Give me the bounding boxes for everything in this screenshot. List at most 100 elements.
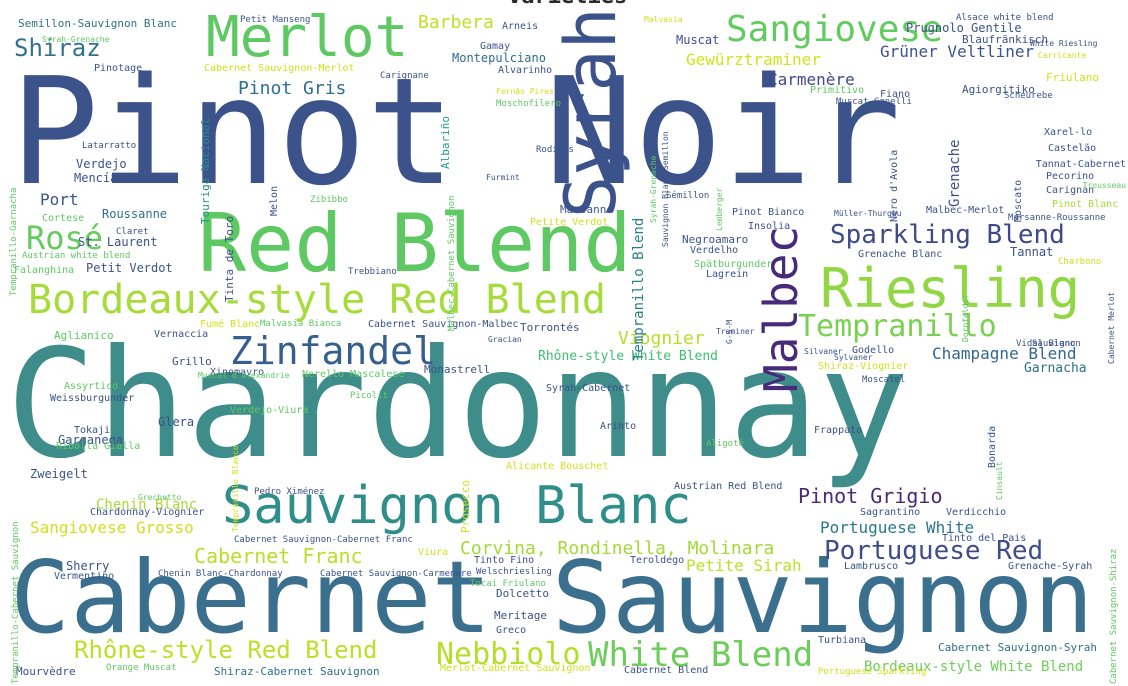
cloud-word: Grillo <box>172 355 212 368</box>
cloud-word: Malbec-Cabernet Sauvignon <box>447 195 457 331</box>
cloud-word: Barbera <box>418 12 494 33</box>
cloud-word: Carignan <box>1046 185 1095 196</box>
cloud-word: Garganega <box>58 433 124 447</box>
cloud-word: Turbiana <box>818 635 867 646</box>
cloud-word: Cortese <box>42 213 85 224</box>
cloud-word: Sagrantino <box>860 507 921 518</box>
cloud-word: Austrian Red Blend <box>674 481 783 492</box>
cloud-word: Fernão Pires <box>496 87 554 96</box>
cloud-word: Pinotage <box>94 63 143 74</box>
cloud-word: Furmint <box>486 173 520 182</box>
cloud-word: Zinfandel <box>230 329 436 373</box>
cloud-word: Blaufränkisch <box>962 33 1049 46</box>
cloud-word: Negroamaro <box>682 233 749 246</box>
cloud-word: Nerello Mascalese <box>302 369 405 380</box>
cloud-word: Alsace white blend <box>956 13 1054 23</box>
cloud-word: Alicante Bouschet <box>506 461 609 472</box>
cloud-word: Cabernet Sauvignon-Merlot <box>204 63 355 74</box>
cloud-word: Carmenère <box>768 70 855 89</box>
cloud-word: Sauvignon Blanc-Semillon <box>661 131 670 248</box>
cloud-word: Red Blend <box>198 197 632 290</box>
cloud-word: Verdejo-Viura <box>230 405 309 416</box>
cloud-word: Silvaner <box>804 347 843 356</box>
cloud-word: Trebbiano <box>348 267 397 277</box>
cloud-word: Nebbiolo <box>436 637 581 672</box>
cloud-word: Touriga Nacional <box>199 117 212 224</box>
cloud-word: Arneis <box>502 21 539 32</box>
cloud-word: Teroldego <box>630 555 685 566</box>
cloud-word: Falanghina <box>14 265 75 276</box>
cloud-word: Merlot <box>206 5 409 70</box>
cloud-word: Glera <box>158 415 195 429</box>
cloud-word: Traminer <box>716 327 755 336</box>
cloud-word: Chardonnay-Viognier <box>90 507 205 518</box>
cloud-word: Meritage <box>494 609 547 622</box>
cloud-word: Tinto Fino <box>474 555 535 566</box>
cloud-word: Prugnolo Gentile <box>906 21 1022 35</box>
cloud-word: Weissburgunder <box>50 393 135 404</box>
cloud-word: Shiraz-Cabernet Sauvignon <box>214 665 380 678</box>
cloud-word: Godello <box>852 345 895 356</box>
cloud-word: Tinta de Toro <box>223 215 236 302</box>
cloud-word: Syrah-Grenache <box>649 155 658 224</box>
cloud-word: Tokaji <box>74 425 111 436</box>
cloud-word: Syrah-Grenache <box>42 35 110 44</box>
cloud-word: Portuguese Sparkling <box>818 667 927 677</box>
cloud-word: Fiano <box>880 89 911 100</box>
cloud-word: Tannat-Cabernet <box>1035 159 1126 170</box>
cloud-word: Sangiovese Grosso <box>30 518 194 537</box>
cloud-word: Insolia <box>748 221 791 232</box>
cloud-word: Vermentino <box>54 571 115 582</box>
cloud-word: Garnacha <box>1024 361 1087 376</box>
cloud-word: Claret <box>116 227 149 237</box>
cloud-word: Chenin Blanc <box>96 497 198 513</box>
cloud-word: Alvarinho <box>498 65 553 76</box>
cloud-word: Malbec-Merlot <box>926 205 1005 216</box>
cloud-word: Cabernet Blend <box>624 665 709 676</box>
cloud-word: Orange Muscat <box>106 663 177 673</box>
cloud-word: Mencía <box>74 171 118 185</box>
cloud-word: Agiorgitiko <box>962 83 1035 96</box>
cloud-word: Grenache <box>947 139 963 208</box>
cloud-word: Shiraz-Viognier <box>818 361 909 372</box>
cloud-word: Rhône-style White Blend <box>538 349 719 364</box>
cloud-word: Scheurebe <box>1004 91 1053 101</box>
cloud-word: Müller-Thurgau <box>834 209 902 218</box>
cloud-word: White Blend <box>588 635 814 675</box>
cloud-word: Castelão <box>1048 143 1097 154</box>
cloud-word: Portuguese Red <box>824 536 1044 566</box>
cloud-word: Syrah-Cabernet <box>546 383 631 394</box>
cloud-word: Ribolla Gialla <box>56 441 141 452</box>
cloud-word: Sémillon <box>666 191 710 201</box>
cloud-word: Grenache Blanc <box>858 249 943 260</box>
cloud-word: Gamay <box>480 41 511 52</box>
cloud-word: Shiraz <box>14 34 101 62</box>
cloud-word: Muscat <box>676 33 720 47</box>
cloud-word: Primitivo <box>810 85 865 96</box>
cloud-word: Verdelho <box>690 245 739 256</box>
cloud-word: Malvasia <box>644 15 683 24</box>
cloud-word: Pinot Gris <box>238 78 347 99</box>
cloud-word: Vernaccia <box>154 329 209 340</box>
cloud-word: Grenache-Syrah <box>1008 561 1093 572</box>
cloud-word: Gewürztraminer <box>686 50 821 69</box>
cloud-word: Cabernet Franc <box>194 544 363 568</box>
cloud-word: Petit Verdot <box>86 261 173 275</box>
cloud-word: Merlot-Cabernet Sauvignon <box>440 663 591 674</box>
cloud-word: Cabernet Sauvignon-Cabernet Franc <box>234 535 413 545</box>
cloud-word: Monastrell <box>424 363 491 376</box>
cloud-word: Zweigelt <box>30 467 88 481</box>
cloud-word: Muscat Canelli <box>836 97 912 107</box>
cloud-word: Sylvaner <box>834 353 873 362</box>
cloud-word: Tinto del Pais <box>942 533 1027 544</box>
cloud-word: Tempranillo-Cabernet Sauvignon <box>11 521 21 684</box>
cloud-word: Picolit <box>350 391 388 401</box>
cloud-word: Sauvignon <box>1032 339 1081 349</box>
cloud-word: Latarratto <box>82 141 137 151</box>
cloud-word: Portuguese White <box>820 518 975 537</box>
cloud-word: Welschriesling <box>476 567 552 577</box>
cloud-word: Fumé Blanc <box>200 319 261 330</box>
cloud-word: Friulano <box>1046 71 1099 84</box>
cloud-word: Verdicchio <box>946 507 1007 518</box>
